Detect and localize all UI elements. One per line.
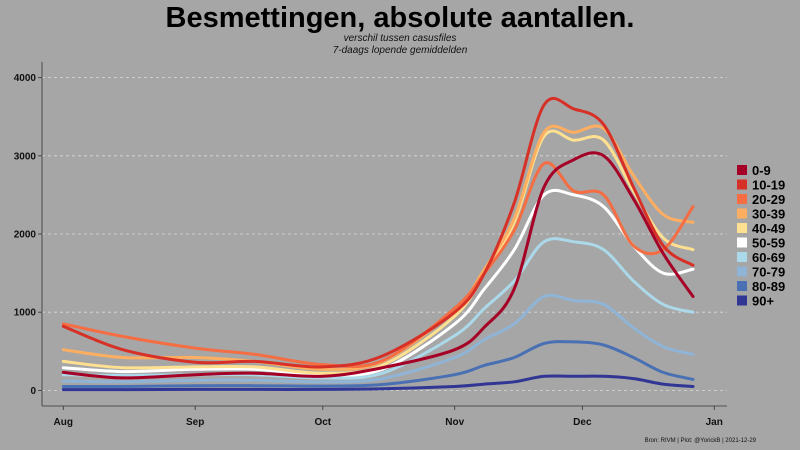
legend-swatch-0-9 xyxy=(737,165,747,175)
source-caption: Bron: RIVM | Plot: @YorickB | 2021-12-29 xyxy=(644,438,756,444)
series-line-40-49 xyxy=(61,129,695,375)
x-tick-label: Sep xyxy=(186,417,204,428)
y-tick-label: 0 xyxy=(30,386,36,397)
legend-swatch-20-29 xyxy=(737,194,747,204)
legend-swatch-90plus xyxy=(737,295,747,306)
y-tick-label: 3000 xyxy=(14,151,37,162)
legend-swatch-40-49 xyxy=(737,223,747,233)
series-line-90plus xyxy=(61,374,695,392)
legend-swatch-10-19 xyxy=(737,179,747,190)
legend-swatch-70-79 xyxy=(737,266,747,277)
legend-label: 80-89 xyxy=(752,279,785,294)
y-tick-label: 2000 xyxy=(14,230,37,241)
legend-label: 30-39 xyxy=(752,207,785,222)
x-tick-label: Aug xyxy=(54,417,73,428)
legend-label: 70-79 xyxy=(752,265,785,280)
x-tick-label: Nov xyxy=(445,417,464,428)
series-line-50-59 xyxy=(61,188,695,377)
legend-label: 50-59 xyxy=(752,236,785,251)
chart-subtitle-line2: 7-daags lopende gemiddelden xyxy=(332,45,468,56)
y-tick-label: 1000 xyxy=(14,308,37,319)
legend-label: 0-9 xyxy=(752,163,771,178)
series-line-30-39 xyxy=(61,124,695,371)
series-line-0-9 xyxy=(61,151,695,380)
series-line-10-19 xyxy=(61,97,695,369)
x-tick-label: Oct xyxy=(314,417,331,428)
y-tick-label: 4000 xyxy=(14,73,37,84)
legend-label: 20-29 xyxy=(752,192,785,207)
legend-label: 60-69 xyxy=(752,250,785,265)
x-tick-label: Dec xyxy=(573,417,592,428)
legend-swatch-60-69 xyxy=(737,252,747,262)
legend-label: 40-49 xyxy=(752,221,785,236)
chart-title: Besmettingen, absolute aantallen. xyxy=(165,2,635,34)
legend-swatch-80-89 xyxy=(737,281,747,291)
series-line-70-79 xyxy=(61,293,695,384)
chart-subtitle-line1: verschil tussen casusfiles xyxy=(343,33,457,44)
x-tick-label: Jan xyxy=(706,417,723,428)
series-line-20-29 xyxy=(61,161,695,369)
legend-label: 10-19 xyxy=(752,178,785,193)
legend-swatch-30-39 xyxy=(737,208,747,219)
legend-label: 90+ xyxy=(752,294,774,309)
series-line-80-89 xyxy=(61,340,695,389)
legend-swatch-50-59 xyxy=(737,237,747,248)
